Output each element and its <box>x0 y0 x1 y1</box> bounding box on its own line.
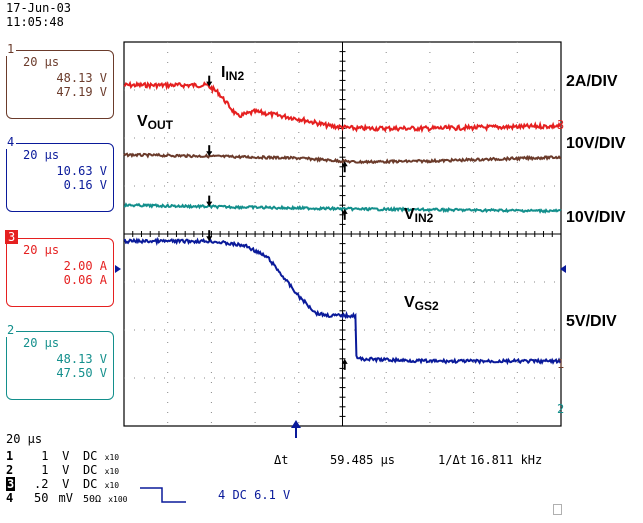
cursor-b-vout-head <box>341 161 348 167</box>
trigger-readout[interactable]: 4 DC 6.1 V <box>218 488 291 502</box>
channel-1-max: 48.13 V <box>56 71 107 85</box>
time-label: 11:05:48 <box>6 15 64 29</box>
channel-4-timediv: 20 μs <box>23 148 60 162</box>
ch3-ground-marker[interactable]: 3 <box>557 118 565 132</box>
channel-2-timediv: 20 μs <box>23 336 60 350</box>
channel-3-min: 0.06 A <box>63 273 107 287</box>
graticule <box>123 41 562 427</box>
cursor-a-vout-head <box>206 151 213 157</box>
trigger-slope-icon[interactable] <box>140 484 186 506</box>
delta-t-label: Δt <box>274 453 289 467</box>
channel-3-timediv: 20 μs <box>23 243 60 257</box>
trace-vin2 <box>123 202 562 214</box>
channel-3-settings[interactable]: 3 .2 V DC x10 <box>6 477 120 491</box>
channel-4-min: 0.16 V <box>63 178 107 192</box>
timebase-readout[interactable]: 20 μs <box>6 432 43 446</box>
channel-1-readout[interactable]: 1 20 μs 48.13 V 47.19 V <box>5 42 114 119</box>
vin2-label: VIN2 <box>404 206 434 225</box>
trace-vgs2 <box>123 236 562 366</box>
cursor-a-vin2-head <box>206 201 213 207</box>
frequency-value: 16.811 kHz <box>470 453 543 467</box>
channel-1-number: 1 <box>5 42 17 56</box>
trigger-level-left-icon[interactable] <box>115 265 121 273</box>
scale-label-current: 2A/DIV <box>566 73 618 90</box>
channel-2-settings[interactable]: 2 1 V DC x10 <box>6 463 120 477</box>
channel-3-max: 2.00 A <box>63 259 107 273</box>
channel-2-readout[interactable]: 2 20 μs 48.13 V 47.50 V <box>5 323 114 400</box>
frequency-symbol: 1/Δt <box>438 453 467 467</box>
channel-4-number: 4 <box>5 135 17 149</box>
cursor-a-vgs2-head <box>206 236 213 242</box>
trace-vout <box>123 152 562 165</box>
cursor-b-vin2-head <box>341 208 348 214</box>
channel-4-readout[interactable]: 4 20 μs 10.63 V 0.16 V <box>5 135 114 212</box>
scale-label-vout: 10V/DIV <box>566 135 626 152</box>
status-indicator <box>553 504 562 515</box>
cursor-b-vgs2-head <box>341 358 348 364</box>
channel-2-max: 48.13 V <box>56 352 107 366</box>
ch1-ground-marker[interactable]: 1 <box>557 357 565 371</box>
channel-4-settings[interactable]: 4 50 mV 50Ω x100 <box>6 491 128 505</box>
channel-2-min: 47.50 V <box>56 366 107 380</box>
iin2-label: IIN2 <box>221 64 245 83</box>
vout-label: VOUT <box>137 113 174 132</box>
scale-label-vin: 10V/DIV <box>566 209 626 226</box>
channel-3-number: 3 <box>5 230 19 244</box>
delta-t-value: 59.485 μs <box>330 453 396 467</box>
vgs2-label: VGS2 <box>404 294 439 313</box>
channel-1-min: 47.19 V <box>56 85 107 99</box>
channel-1-timediv: 20 μs <box>23 55 60 69</box>
date-label: 17-Jun-03 <box>6 1 72 15</box>
trace-iin2 <box>123 80 562 134</box>
waveform-traces <box>123 80 562 366</box>
cursor-markers <box>206 75 348 370</box>
channel-3-readout[interactable]: 3 20 μs 2.00 A 0.06 A <box>5 230 114 307</box>
ch2-ground-marker[interactable]: 2 <box>557 402 565 416</box>
channel-1-settings[interactable]: 1 1 V DC x10 <box>6 449 120 463</box>
cursor-a-iin2-head <box>206 81 213 87</box>
oscilloscope-display[interactable] <box>120 38 565 428</box>
trigger-level-right-icon[interactable] <box>560 265 566 273</box>
scale-label-vgs: 5V/DIV <box>566 313 617 330</box>
channel-2-number: 2 <box>5 323 17 337</box>
channel-4-max: 10.63 V <box>56 164 107 178</box>
cursor-position-icon[interactable] <box>291 420 301 438</box>
